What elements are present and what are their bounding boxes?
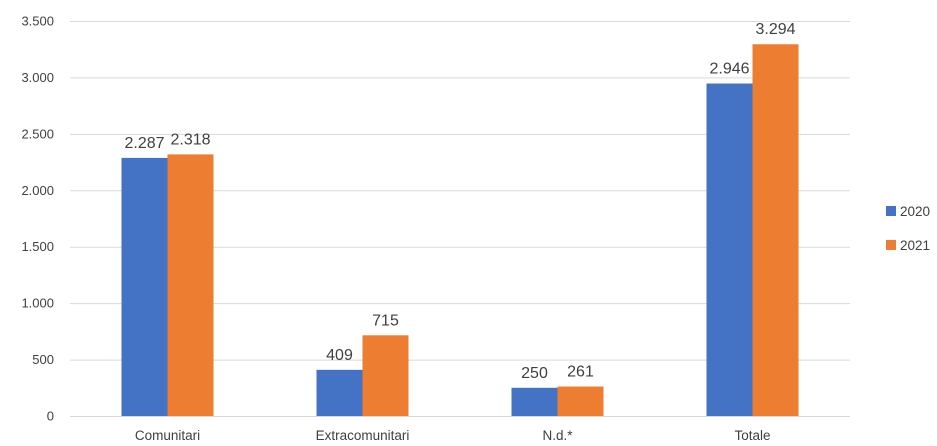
data-label: 3.294 (755, 21, 795, 38)
legend-label: 2021 (900, 238, 930, 253)
data-label: 2.287 (124, 135, 164, 152)
y-tick-label: 500 (32, 352, 54, 367)
y-tick-label: 3.500 (21, 14, 54, 29)
y-tick-label: 2.500 (21, 126, 54, 141)
data-label: 409 (326, 347, 353, 364)
y-tick-label: 0 (47, 409, 54, 424)
bar-2020-Extracomunitari (316, 369, 363, 416)
bar-2021-Totale (752, 44, 799, 417)
x-category-label: N.d.* (542, 428, 573, 443)
data-label: 250 (521, 365, 548, 382)
legend-swatch-2020 (886, 206, 896, 216)
bar-2021-N.d.* (557, 386, 604, 416)
bar-2021-Extracomunitari (362, 335, 409, 416)
data-labels: 2.287 2.318 409 715 250 261 2.946 3.294 (124, 21, 795, 382)
y-axis-tick-labels: 0 500 1.000 1.500 2.000 2.500 3.000 3.500 (21, 14, 54, 424)
bar-2020-Comunitari (121, 157, 168, 416)
data-label: 261 (567, 364, 594, 381)
data-label: 2.946 (709, 61, 749, 78)
x-axis-category-labels: Comunitari Extracomunitari N.d.* Totale (135, 428, 771, 443)
y-tick-label: 1.500 (21, 239, 54, 254)
bar-2020-N.d.* (511, 387, 558, 416)
x-category-label: Totale (734, 428, 770, 443)
x-category-label: Extracomunitari (316, 428, 410, 443)
y-tick-label: 3.000 (21, 70, 54, 85)
legend-swatch-2021 (886, 240, 896, 250)
bar-2020-Totale (706, 83, 753, 416)
x-category-label: Comunitari (135, 428, 200, 443)
y-tick-label: 2.000 (21, 183, 54, 198)
y-tick-label: 1.000 (21, 296, 54, 311)
legend-label: 2020 (900, 204, 930, 219)
bar-2021-Comunitari (167, 154, 214, 416)
legend: 2020 2021 (886, 204, 930, 253)
data-label: 2.318 (170, 131, 210, 148)
bars (121, 44, 799, 417)
data-label: 715 (372, 312, 399, 329)
